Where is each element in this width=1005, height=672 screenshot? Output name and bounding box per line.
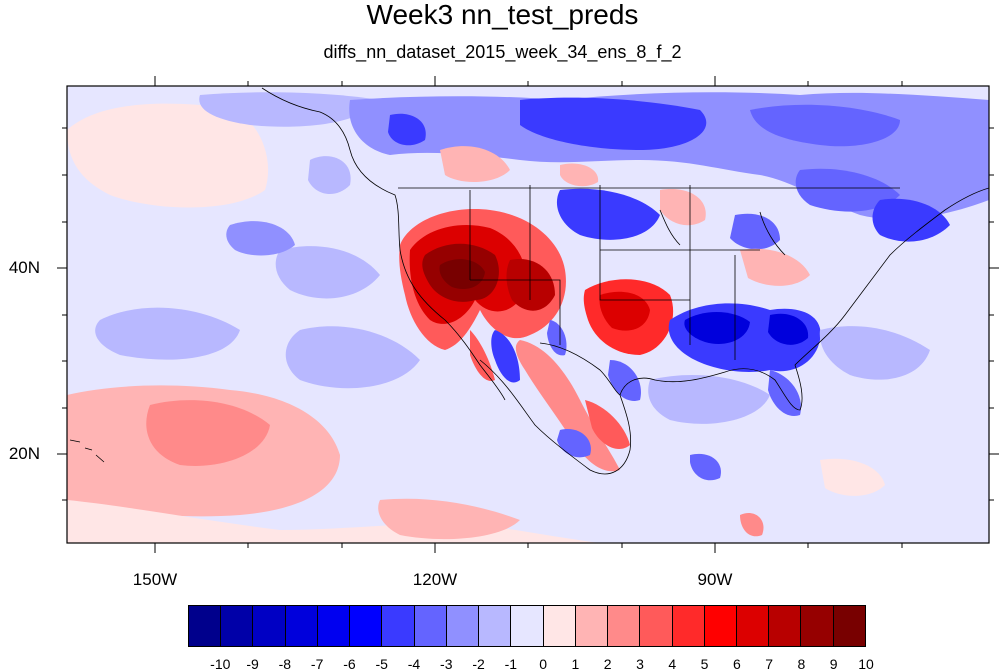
lon-label-90w: 90W <box>697 570 733 589</box>
colorbar-label: -1 <box>504 656 518 672</box>
lat-label-40n: 40N <box>8 258 40 277</box>
map-title: Week3 nn_test_preds <box>366 0 639 30</box>
colorbar-label: 10 <box>858 656 874 672</box>
colorbar-label: -8 <box>278 656 292 672</box>
colorbar-box <box>446 606 480 646</box>
colorbar-box <box>221 606 254 646</box>
colorbar-label: 0 <box>539 656 548 672</box>
colorbar <box>188 605 866 647</box>
colorbar-label: -4 <box>407 656 421 672</box>
colorbar-box <box>543 606 576 646</box>
lon-label-150w: 150W <box>132 570 178 589</box>
colorbar-box <box>833 606 865 646</box>
colorbar-box <box>672 606 705 646</box>
colorbar-box <box>350 606 383 646</box>
colorbar-box <box>253 606 286 646</box>
colorbar-box <box>382 606 415 646</box>
lat-label-20n: 20N <box>8 444 40 463</box>
colorbar-label: 2 <box>603 656 612 672</box>
colorbar-label: -5 <box>375 656 388 672</box>
colorbar-box <box>640 606 673 646</box>
colorbar-label: -7 <box>310 656 324 672</box>
colorbar-box <box>414 606 447 646</box>
colorbar-box <box>479 606 512 646</box>
coastlines <box>69 87 989 475</box>
colorbar-box <box>704 606 737 646</box>
colorbar-box <box>801 606 834 646</box>
colorbar-box <box>511 606 544 646</box>
axis-ticks <box>57 76 999 553</box>
colorbar-label: 3 <box>636 656 644 672</box>
colorbar-box <box>285 606 318 646</box>
colorbar-label: -3 <box>440 656 453 672</box>
colorbar-box <box>317 606 351 646</box>
colorbar-box <box>736 606 770 646</box>
colorbar-label: 8 <box>797 656 806 672</box>
colorbar-label: 7 <box>765 656 774 672</box>
colorbar-box <box>575 606 609 646</box>
colorbar-label: -9 <box>246 656 259 672</box>
colorbar-box <box>608 606 641 646</box>
map-subtitle: diffs_nn_dataset_2015_week_34_ens_8_f_2 <box>323 42 682 62</box>
colorbar-label: 1 <box>571 656 580 672</box>
colorbar-label: -6 <box>343 656 356 672</box>
colorbar-label: 4 <box>668 656 677 672</box>
colorbar-box <box>189 606 222 646</box>
colorbar-label: 6 <box>732 656 741 672</box>
colorbar-box <box>769 606 802 646</box>
anomaly-field <box>67 86 989 543</box>
colorbar-label: 5 <box>700 656 709 672</box>
colorbar-label: -10 <box>210 656 231 672</box>
lon-label-120w: 120W <box>412 570 458 589</box>
colorbar-label: -2 <box>472 656 485 672</box>
colorbar-label: 9 <box>829 656 838 672</box>
